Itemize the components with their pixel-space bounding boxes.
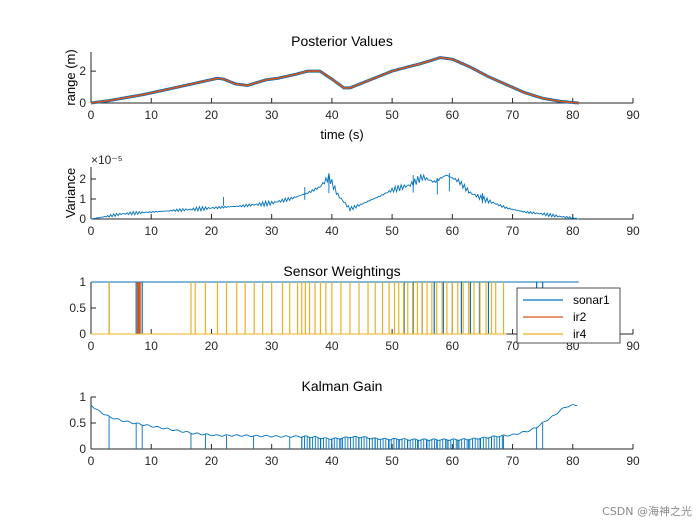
x-tick-label: 30 [265,339,279,353]
x-tick-label: 0 [88,454,95,468]
chart-title: Kalman Gain [302,378,383,394]
series-sonar1 [91,281,579,334]
x-tick-label: 70 [506,339,520,353]
y-tick-label: 1 [79,390,86,404]
y-axis-label: range (m) [63,49,78,105]
x-tick-label: 80 [566,454,580,468]
x-tick-label: 0 [88,339,95,353]
x-tick-label: 10 [145,454,159,468]
x-tick-label: 0 [88,108,95,122]
x-tick-label: 10 [145,224,159,238]
x-tick-label: 30 [265,108,279,122]
series-ir4 [91,282,507,335]
legend-label-ir2: ir2 [573,310,587,324]
x-tick-label: 20 [205,339,219,353]
series-line-kalman-gain [90,404,578,441]
y-tick-label: 2 [79,64,86,78]
legend-label-sonar1: sonar1 [573,293,610,307]
y-tick-label: 1 [79,275,86,289]
x-tick-label: 50 [385,108,399,122]
y-tick-label: 0 [79,327,86,341]
x-tick-label: 60 [446,454,460,468]
y-tick-label: 1 [79,192,86,206]
y-tick-label: 0 [79,212,86,226]
x-tick-label: 40 [325,224,339,238]
x-tick-label: 60 [446,108,460,122]
x-tick-label: 70 [506,108,520,122]
x-tick-label: 80 [566,108,580,122]
x-tick-label: 80 [566,224,580,238]
chart-title: Posterior Values [291,33,393,49]
x-tick-label: 20 [205,454,219,468]
x-tick-label: 40 [325,339,339,353]
x-tick-label: 90 [626,339,640,353]
series-line-range-estimate [90,56,579,104]
x-tick-label: 40 [325,454,339,468]
y-tick-label: 2 [79,172,86,186]
x-tick-label: 50 [385,339,399,353]
subplot-posterior: 0 10 20 30 40 50 60 70 80 90 0 2 Posterior Values tim… [63,33,640,142]
x-tick-label: 0 [88,224,95,238]
y-axis-label: Variance [63,168,78,218]
legend-box [516,287,621,344]
x-tick-label: 90 [626,224,640,238]
y-tick-label: 0 [79,442,86,456]
x-tick-label: 30 [265,454,279,468]
x-tick-label: 10 [145,339,159,353]
y-exponent-label: ×10⁻⁵ [91,153,123,167]
x-tick-label: 40 [325,108,339,122]
x-tick-label: 90 [626,454,640,468]
x-tick-label: 20 [205,224,219,238]
subplot-kalman: 0 10 20 30 40 50 60 70 80 90 0 0.5 1 Kalman Gain [69,378,640,468]
x-tick-label: 60 [446,339,460,353]
watermark: CSDN @海神之光 [602,505,692,518]
x-tick-label: 70 [506,224,520,238]
x-tick-label: 50 [385,224,399,238]
x-tick-label: 90 [626,108,640,122]
y-tick-label: 0 [79,96,86,110]
x-axis-label: time (s) [320,127,363,142]
x-tick-label: 50 [385,454,399,468]
x-tick-label: 10 [145,108,159,122]
series-line-variance [90,173,579,220]
x-tick-label: 20 [205,108,219,122]
legend-label-ir4: ir4 [573,327,587,341]
x-tick-label: 60 [446,224,460,238]
x-tick-label: 70 [506,454,520,468]
chart-title: Sensor Weightings [283,263,400,279]
series-line-measurement [90,56,579,105]
y-tick-label: 0.5 [69,416,86,430]
x-tick-label: 30 [265,224,279,238]
legend: sonar1 ir2 ir4 [516,287,621,344]
y-tick-label: 0.5 [69,301,86,315]
